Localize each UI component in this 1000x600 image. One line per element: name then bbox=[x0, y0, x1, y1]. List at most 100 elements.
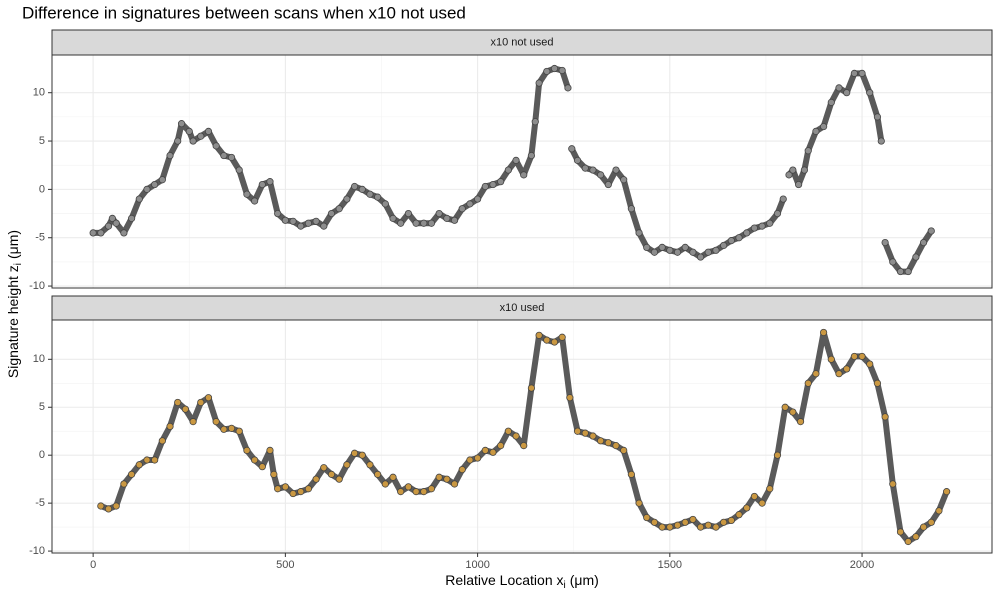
point bbox=[743, 504, 751, 512]
x-label-unit: (μm) bbox=[570, 572, 599, 588]
point bbox=[327, 470, 336, 478]
panel-border bbox=[51, 54, 993, 289]
point bbox=[835, 370, 843, 378]
point bbox=[435, 473, 443, 481]
point bbox=[374, 193, 382, 201]
point bbox=[912, 533, 920, 541]
x-tick-label: 1500 bbox=[658, 559, 682, 571]
point bbox=[189, 137, 197, 145]
y-label-unit: (μm) bbox=[5, 230, 21, 259]
point bbox=[604, 439, 612, 447]
point bbox=[843, 89, 851, 97]
point bbox=[143, 456, 151, 464]
point bbox=[304, 219, 313, 227]
y-tick-label: -5 bbox=[35, 232, 45, 244]
point bbox=[251, 456, 259, 464]
point bbox=[497, 178, 505, 186]
point bbox=[727, 516, 735, 524]
point bbox=[635, 499, 643, 507]
point bbox=[597, 437, 605, 445]
point bbox=[873, 379, 882, 387]
point bbox=[220, 151, 228, 160]
point bbox=[258, 463, 266, 471]
point bbox=[97, 502, 105, 510]
point bbox=[620, 446, 628, 455]
point bbox=[866, 360, 874, 368]
point bbox=[443, 214, 451, 222]
point bbox=[720, 241, 728, 250]
point bbox=[795, 180, 803, 189]
point bbox=[643, 513, 651, 522]
x-axis-label: Relative Location xi (μm) bbox=[445, 572, 599, 591]
point bbox=[274, 485, 282, 493]
point bbox=[804, 379, 812, 387]
strip-label: x10 not used bbox=[491, 36, 554, 48]
y-label-text: Signature height z bbox=[5, 265, 21, 378]
point bbox=[212, 142, 220, 150]
point bbox=[189, 418, 197, 426]
point bbox=[589, 432, 597, 440]
point bbox=[527, 384, 536, 392]
point bbox=[450, 216, 459, 224]
y-tick-label: -10 bbox=[29, 545, 45, 557]
point bbox=[174, 398, 182, 407]
point bbox=[581, 164, 589, 172]
point bbox=[397, 219, 405, 227]
point bbox=[896, 528, 905, 536]
point bbox=[712, 246, 720, 254]
point bbox=[120, 480, 128, 488]
point bbox=[343, 461, 351, 469]
point bbox=[235, 166, 243, 174]
strip bbox=[51, 29, 993, 56]
point bbox=[789, 408, 797, 416]
point bbox=[543, 67, 551, 76]
point bbox=[204, 127, 213, 135]
point bbox=[251, 197, 259, 205]
point bbox=[750, 224, 759, 232]
point bbox=[877, 137, 885, 145]
point bbox=[389, 214, 397, 222]
point bbox=[112, 502, 120, 510]
point bbox=[358, 185, 366, 193]
point bbox=[820, 328, 828, 337]
point bbox=[177, 120, 186, 128]
y-tick-label: -10 bbox=[29, 280, 45, 292]
point bbox=[404, 483, 412, 491]
point bbox=[458, 465, 466, 474]
point bbox=[397, 488, 405, 496]
strip bbox=[51, 295, 993, 321]
point bbox=[412, 219, 420, 227]
point bbox=[427, 485, 436, 493]
point bbox=[796, 418, 805, 426]
point bbox=[266, 446, 274, 455]
point bbox=[889, 480, 897, 488]
point bbox=[597, 171, 605, 179]
point bbox=[558, 333, 566, 341]
point bbox=[481, 182, 489, 191]
point bbox=[327, 209, 336, 218]
point bbox=[827, 355, 835, 363]
point bbox=[827, 98, 835, 106]
point bbox=[212, 418, 220, 426]
point bbox=[512, 156, 520, 164]
point bbox=[750, 492, 759, 501]
point bbox=[151, 180, 159, 189]
point bbox=[197, 398, 205, 407]
point bbox=[550, 64, 559, 73]
point bbox=[873, 113, 882, 121]
point bbox=[135, 195, 143, 203]
y-label-subscript: i bbox=[13, 263, 24, 265]
point bbox=[573, 156, 582, 164]
point bbox=[673, 521, 682, 529]
point bbox=[789, 166, 797, 174]
point bbox=[650, 248, 659, 256]
y-tick-label: 5 bbox=[39, 135, 45, 147]
point bbox=[620, 176, 628, 184]
point bbox=[604, 180, 612, 189]
y-tick-label: 10 bbox=[33, 353, 45, 365]
point bbox=[704, 248, 712, 256]
point bbox=[466, 456, 474, 464]
panel-border bbox=[51, 319, 993, 554]
point bbox=[785, 171, 793, 179]
strip-label: x10 used bbox=[500, 302, 545, 314]
